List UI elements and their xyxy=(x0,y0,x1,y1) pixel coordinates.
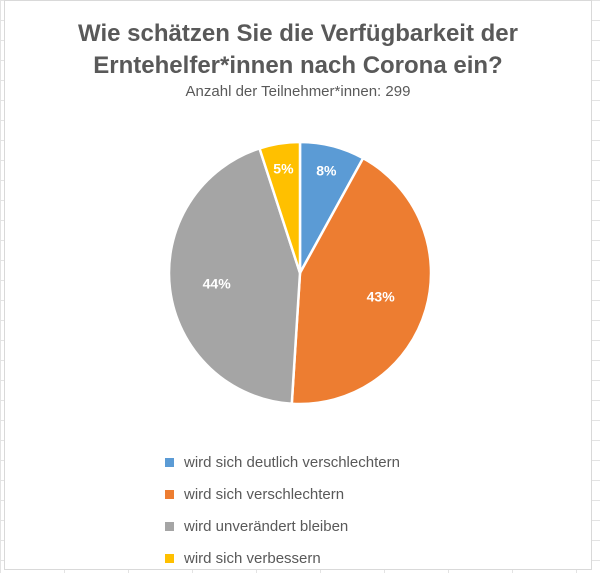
pie-chart: 8% 43% 44% 5% xyxy=(167,140,433,406)
chart-title-line-1: Wie schätzen Sie die Verfügbarkeit der xyxy=(78,20,518,47)
legend-swatch xyxy=(165,521,174,531)
legend-swatch xyxy=(165,553,174,563)
pie-slice xyxy=(258,140,302,275)
chart-subtitle: Anzahl der Teilnehmer*innen: 299 xyxy=(185,83,411,100)
chart-title-line-2: Erntehelfer*innen nach Corona ein? xyxy=(93,52,503,79)
pie-slice xyxy=(167,147,302,405)
legend-label: wird sich verschlechtern xyxy=(184,485,345,503)
legend-label: wird sich verbessern xyxy=(184,549,321,567)
legend-item: wird sich deutlich verschlechtern xyxy=(165,446,400,478)
legend-label: wird sich deutlich verschlechtern xyxy=(184,453,400,471)
slice-data-label: 44% xyxy=(203,276,232,292)
legend-label: wird unverändert bleiben xyxy=(184,517,349,535)
slice-data-label: 5% xyxy=(273,160,294,176)
legend-swatch xyxy=(165,489,174,499)
pie-slice xyxy=(290,156,433,406)
legend-item: wird unverändert bleiben xyxy=(165,510,400,542)
legend-swatch xyxy=(165,457,174,467)
legend: wird sich deutlich verschlechtern wird s… xyxy=(165,446,400,574)
legend-item: wird sich verschlechtern xyxy=(165,478,400,510)
slice-data-label: 8% xyxy=(316,162,337,178)
legend-item: wird sich verbessern xyxy=(165,542,400,574)
chart-area[interactable]: Wie schätzen Sie die Verfügbarkeit der E… xyxy=(4,0,592,570)
slice-data-label: 43% xyxy=(367,288,396,304)
